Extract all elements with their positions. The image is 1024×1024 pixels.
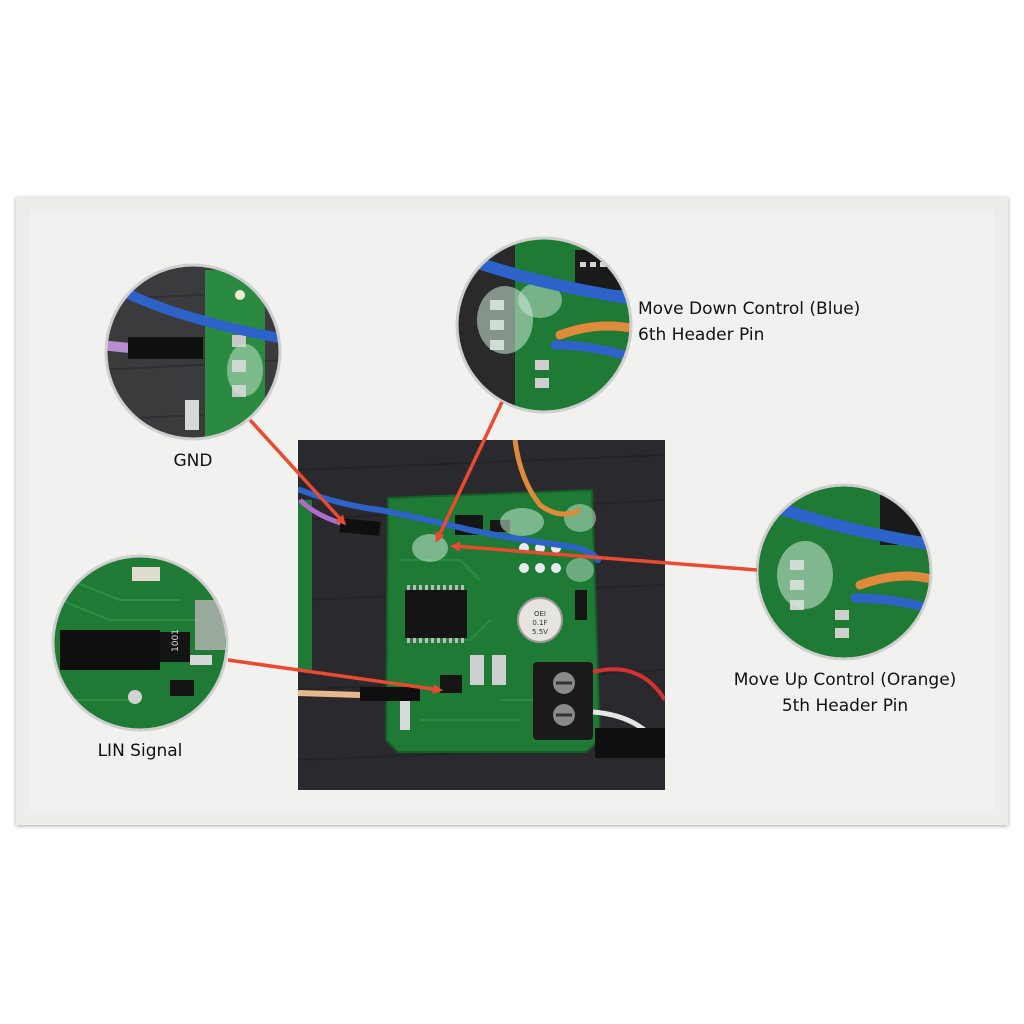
svg-text:0.1F: 0.1F	[532, 619, 547, 627]
main-board-photo: OEI 0.1F 5.5V	[298, 440, 665, 790]
move-down-label: Move Down Control (Blue) 6th Header Pin	[638, 296, 860, 348]
lin-label: LIN Signal	[97, 741, 183, 761]
move-up-zoom-circle	[755, 483, 933, 661]
supercap	[517, 597, 563, 643]
move-up-arrow	[450, 541, 758, 572]
move-down-arrow	[435, 401, 504, 543]
move-up-label: Move Up Control (Orange) 5th Header Pin	[715, 667, 975, 719]
lin-arrow	[227, 658, 443, 694]
svg-text:1001: 1001	[171, 629, 181, 652]
move-up-label-line2: 5th Header Pin	[781, 696, 909, 716]
gnd-label: GND	[173, 451, 213, 471]
arrows	[227, 401, 758, 694]
gnd-arrow	[248, 418, 347, 526]
svg-text:5.5V: 5.5V	[532, 628, 548, 636]
move-down-zoom-circle	[455, 236, 633, 414]
move-down-label-line2: 6th Header Pin	[638, 325, 765, 345]
svg-text:OEI: OEI	[534, 610, 546, 618]
terminal-block	[533, 662, 593, 740]
move-down-label-line1: Move Down Control (Blue)	[638, 299, 861, 319]
lin-zoom-circle: 1001	[51, 554, 229, 732]
move-up-label-line1: Move Up Control (Orange)	[733, 670, 957, 690]
gnd-zoom-circle	[104, 263, 282, 441]
main-ic	[405, 590, 467, 638]
